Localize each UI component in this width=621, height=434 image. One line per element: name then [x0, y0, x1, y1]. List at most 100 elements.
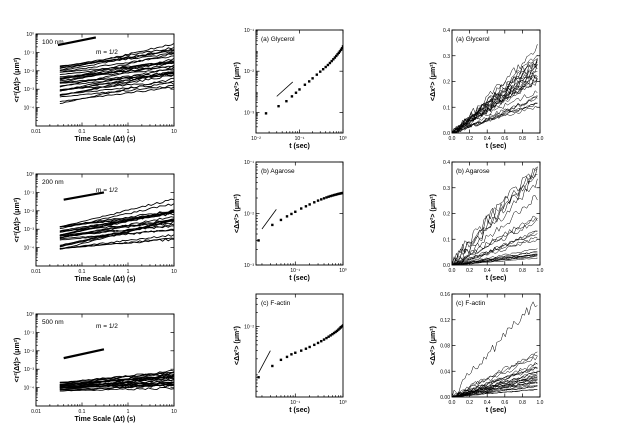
ensemble-glycerol-data-point — [264, 112, 268, 115]
linear-glycerol-y-tick-label: 0.1 — [443, 105, 450, 111]
ensemble-factin-x-tick-label: 10⁻¹ — [290, 400, 300, 406]
msd-200nm-trajectory-line — [59, 210, 174, 236]
msd-200nm-trajectory-line — [59, 223, 174, 238]
ensemble-glycerol-data-point — [285, 99, 288, 103]
msd-100nm-trajectory-line — [59, 86, 174, 102]
ensemble-factin-data-point — [325, 336, 328, 340]
msd-100nm-y-tick-label: 10⁻² — [24, 69, 34, 75]
msd-100nm-trajectory-line — [59, 53, 174, 67]
linear-agarose-x-tick-label: 0.0 — [449, 268, 456, 274]
linear-glycerol-x-tick-label: 0.8 — [519, 136, 526, 142]
msd-500nm-x-tick-label: 10 — [171, 409, 177, 415]
ensemble-factin-axes-frame — [255, 293, 344, 398]
ensemble-agarose-data-point — [271, 223, 274, 227]
ensemble-factin-data-point — [257, 376, 260, 379]
linear-factin-trajectory-line — [452, 389, 538, 397]
ensemble-factin-data-point — [335, 329, 339, 333]
msd-500nm-y-tick-label: 10⁻¹ — [24, 330, 34, 336]
msd-500nm-reference-slope-line — [63, 348, 105, 360]
linear-glycerol-trajectory-line — [452, 75, 538, 133]
ensemble-glycerol-data-point — [326, 63, 330, 67]
ensemble-glycerol-data-point — [338, 50, 342, 53]
msd-100nm-trajectory-line — [59, 66, 174, 92]
linear-agarose-panel-label: (b) Agarose — [456, 168, 490, 175]
linear-factin-y-tick-label: 0.04 — [440, 369, 450, 375]
msd-200nm-x-tick-label: 0.1 — [79, 269, 86, 275]
ensemble-factin-data-point — [316, 341, 320, 345]
linear-factin-trajectory-line — [452, 353, 538, 397]
ensemble-glycerol-y-tick-label: 10⁻¹ — [244, 28, 254, 34]
ensemble-agarose-reference-slope-line — [261, 209, 277, 230]
ensemble-glycerol-data-point — [336, 53, 339, 56]
linear-glycerol-x-axis-label: t (sec) — [486, 143, 507, 150]
ensemble-factin-data-point — [320, 339, 323, 343]
ensemble-agarose-panel-label: (b) Agarose — [261, 168, 295, 175]
ensemble-glycerol-data-point — [307, 80, 311, 83]
ensemble-agarose-data-point — [316, 199, 320, 202]
ensemble-agarose-data-point — [335, 193, 339, 196]
msd-200nm-plot-area — [59, 198, 174, 250]
linear-factin-trajectory-line — [452, 385, 538, 397]
linear-factin-trajectory-line — [452, 355, 538, 397]
ensemble-factin-data-point — [304, 347, 308, 350]
ensemble-glycerol-data-point — [339, 48, 343, 51]
msd-500nm-slope-label: m = 1/2 — [96, 323, 118, 330]
ensemble-factin-x-axis-label: t (sec) — [289, 407, 310, 414]
ensemble-glycerol-data-point — [333, 56, 337, 59]
msd-200nm-y-tick-label: 10⁻¹ — [24, 190, 34, 196]
msd-100nm-trajectory-line — [59, 71, 174, 83]
ensemble-agarose-data-point — [290, 212, 293, 216]
msd-100nm-x-tick-label: 0.1 — [79, 129, 86, 135]
ensemble-factin-y-tick-label: 10⁻² — [244, 324, 254, 330]
msd-500nm-trajectory-line — [59, 382, 174, 389]
linear-factin-x-axis-label: t (sec) — [486, 407, 507, 414]
msd-500nm-trajectory-line — [59, 375, 174, 386]
ensemble-glycerol-x-tick-label: 10⁰ — [339, 136, 347, 142]
linear-glycerol-trajectory-line — [452, 54, 538, 133]
msd-200nm-slope-label: m = 1/2 — [96, 187, 118, 194]
linear-agarose-y-tick-label: 0.2 — [443, 212, 450, 218]
linear-agarose-trajectory-line — [452, 248, 538, 265]
ensemble-factin-reference-slope-line — [258, 350, 271, 373]
msd-100nm-slope-label: m = 1/2 — [96, 49, 118, 56]
ensemble-glycerol-panel-label: (a) Glycerol — [261, 36, 295, 43]
msd-200nm-trajectory-line — [59, 229, 174, 240]
ensemble-agarose-data-point — [337, 192, 340, 196]
linear-glycerol-trajectory-line — [452, 72, 538, 133]
msd-100nm-y-tick-label: 10⁻⁴ — [24, 106, 34, 112]
linear-glycerol-panel — [451, 29, 541, 134]
msd-100nm-x-axis-label: Time Scale (Δt) (s) — [75, 136, 136, 143]
msd-100nm-trajectory-line — [59, 43, 174, 71]
ensemble-glycerol-data-point — [341, 45, 343, 48]
ensemble-factin-data-point — [341, 324, 343, 327]
ensemble-glycerol-y-tick-label: 10⁻² — [244, 69, 254, 75]
ensemble-factin-data-point — [290, 353, 293, 356]
ensemble-agarose-data-point — [279, 218, 283, 222]
linear-agarose-trajectory-line — [452, 233, 538, 265]
ensemble-agarose-x-axis-label: t (sec) — [289, 275, 310, 282]
ensemble-factin-panel — [255, 293, 344, 398]
linear-factin-trajectory-line — [452, 372, 538, 397]
linear-factin-trajectory-line — [452, 378, 538, 397]
linear-factin-plot-area — [452, 301, 538, 397]
ensemble-agarose-data-point — [313, 201, 316, 204]
linear-factin-trajectory-line — [452, 367, 538, 397]
ensemble-glycerol-plot-area — [264, 45, 343, 115]
msd-200nm-trajectory-line — [59, 218, 174, 237]
msd-100nm-trajectory-line — [59, 61, 174, 88]
msd-200nm-trajectory-line — [59, 211, 174, 233]
msd-100nm-x-tick-label: 0.01 — [31, 129, 41, 135]
linear-glycerol-trajectory-line — [452, 78, 538, 133]
ensemble-agarose-panel — [255, 161, 344, 266]
linear-factin-y-axis-label: <Δx²> (μm²) — [430, 326, 437, 365]
ensemble-agarose-y-tick-label: 10⁻¹ — [244, 160, 254, 166]
ensemble-agarose-data-point — [341, 191, 343, 195]
ensemble-glycerol-x-tick-label: 10⁻² — [251, 136, 261, 142]
linear-factin-trajectory-line — [452, 379, 538, 397]
msd-100nm-y-tick-label: 10⁰ — [26, 32, 34, 38]
linear-factin-y-tick-label: 0.08 — [440, 344, 450, 350]
msd-200nm-trajectory-line — [59, 225, 174, 237]
linear-glycerol-trajectory-line — [452, 74, 538, 133]
ensemble-agarose-data-point — [320, 198, 323, 201]
msd-100nm-trajectory-line — [59, 66, 174, 78]
